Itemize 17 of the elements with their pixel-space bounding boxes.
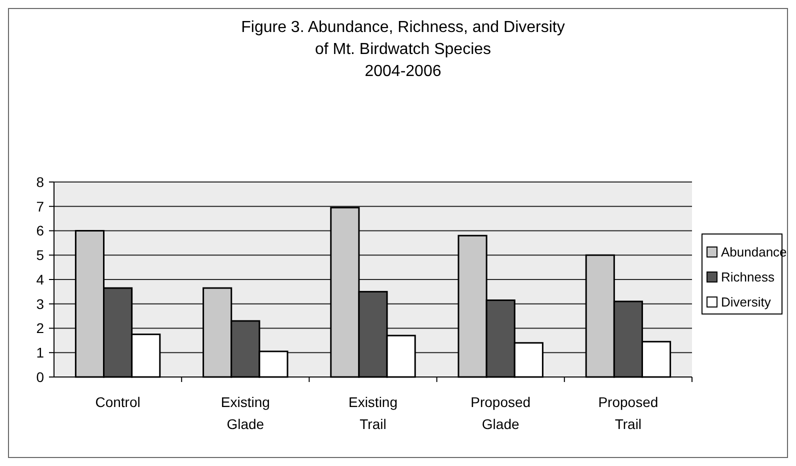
x-tick-label: Proposed Glade	[470, 394, 531, 432]
y-tick-label: 3	[36, 296, 44, 312]
x-tick-label: Existing Trail	[348, 394, 398, 432]
x-tick-label: Control	[95, 394, 140, 410]
y-tick-label: 1	[36, 344, 44, 361]
y-tick-label: 0	[36, 368, 44, 385]
chart-title: Figure 3. Abundance, Richness, and Diversity of Mt. Birdwatch Species 2004-2006	[241, 19, 565, 80]
legend-label: Richness	[721, 270, 775, 285]
x-tick-label: Proposed Trail	[598, 394, 658, 432]
x-tick-label: Existing Glade	[220, 394, 270, 432]
legend-label: Diversity	[721, 294, 772, 310]
y-tick-label: 5	[36, 247, 44, 264]
y-tick-label: 7	[36, 198, 44, 214]
y-tick-label: 6	[36, 222, 44, 239]
y-tick-label: 8	[36, 174, 44, 190]
y-tick-label: 4	[36, 271, 44, 288]
y-tick-label: 2	[36, 320, 44, 336]
